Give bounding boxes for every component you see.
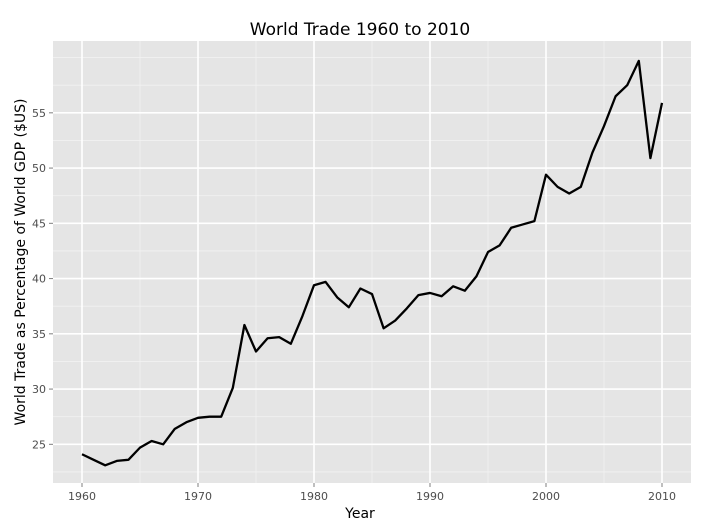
y-axis-title: World Trade as Percentage of World GDP (… — [13, 99, 29, 426]
x-tick-label: 2000 — [532, 490, 560, 503]
x-axis: 1960 1970 1980 1990 2000 2010 — [68, 483, 676, 503]
y-tick-label: 45 — [32, 217, 46, 230]
chart-title: World Trade 1960 to 2010 — [250, 20, 470, 40]
y-tick-label: 40 — [32, 273, 46, 286]
y-axis: 25 30 35 40 45 50 55 — [32, 107, 53, 451]
series-line — [81, 59, 664, 467]
x-tick-label: 2010 — [648, 490, 676, 503]
x-tick-label: 1990 — [416, 490, 444, 503]
y-tick-label: 35 — [32, 328, 46, 341]
y-tick-label: 55 — [32, 107, 46, 120]
y-tick-label: 50 — [32, 162, 46, 175]
minor-grid — [53, 41, 691, 483]
x-tick-label: 1980 — [300, 490, 328, 503]
y-tick-label: 30 — [32, 383, 46, 396]
x-tick-label: 1960 — [68, 490, 96, 503]
x-axis-title: Year — [344, 506, 375, 522]
x-tick-label: 1970 — [184, 490, 212, 503]
y-tick-label: 25 — [32, 438, 46, 451]
